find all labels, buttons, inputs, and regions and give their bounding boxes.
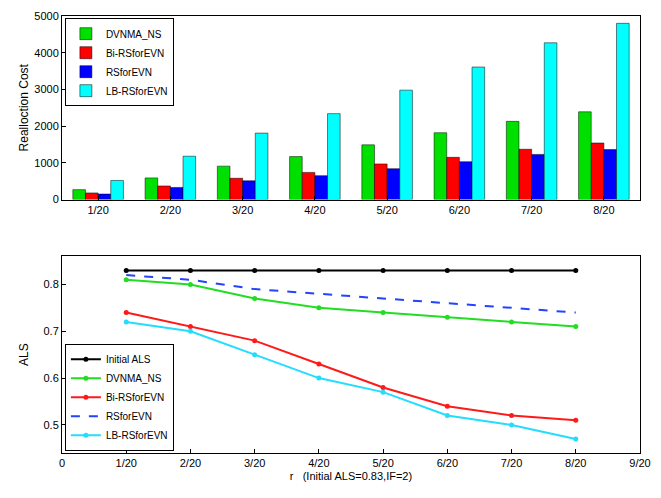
- svg-text:3/20: 3/20: [232, 204, 253, 216]
- svg-text:1/20: 1/20: [116, 457, 137, 469]
- svg-text:8/20: 8/20: [593, 204, 614, 216]
- svg-text:2000: 2000: [34, 120, 58, 132]
- svg-text:9/20: 9/20: [629, 457, 650, 469]
- svg-text:3000: 3000: [34, 83, 58, 95]
- svg-text:5000: 5000: [34, 10, 58, 22]
- svg-text:0.5: 0.5: [44, 419, 59, 431]
- svg-text:5/20: 5/20: [376, 204, 397, 216]
- svg-text:6/20: 6/20: [437, 457, 458, 469]
- svg-text:4/20: 4/20: [308, 457, 329, 469]
- svg-text:0.8: 0.8: [44, 278, 59, 290]
- svg-text:Initial ALS: Initial ALS: [106, 354, 151, 365]
- svg-text:3/20: 3/20: [244, 457, 265, 469]
- svg-text:0: 0: [59, 457, 65, 469]
- svg-text:1000: 1000: [34, 157, 58, 169]
- svg-text:6/20: 6/20: [449, 204, 470, 216]
- svg-text:RSforEVN: RSforEVN: [106, 411, 152, 422]
- svg-text:0: 0: [53, 193, 59, 205]
- svg-text:DVNMA_NS: DVNMA_NS: [106, 29, 162, 40]
- svg-text:7/20: 7/20: [501, 457, 522, 469]
- svg-text:r (Initial ALS=0.83,IF=2): r (Initial ALS=0.83,IF=2): [290, 470, 412, 482]
- svg-text:LB-RSforEVN: LB-RSforEVN: [106, 86, 168, 97]
- svg-text:2/20: 2/20: [160, 204, 181, 216]
- svg-text:0.6: 0.6: [44, 372, 59, 384]
- svg-text:Bi-RSforEVN: Bi-RSforEVN: [106, 392, 164, 403]
- svg-text:7/20: 7/20: [521, 204, 542, 216]
- svg-text:8/20: 8/20: [565, 457, 586, 469]
- svg-text:1/20: 1/20: [87, 204, 108, 216]
- svg-text:ALS: ALS: [17, 343, 31, 366]
- svg-text:RSforEVN: RSforEVN: [106, 67, 152, 78]
- svg-text:0.7: 0.7: [44, 325, 59, 337]
- svg-text:DVNMA_NS: DVNMA_NS: [106, 373, 162, 384]
- svg-text:4000: 4000: [34, 47, 58, 59]
- svg-text:Realloction Cost: Realloction Cost: [17, 63, 31, 151]
- svg-text:5/20: 5/20: [372, 457, 393, 469]
- svg-text:Bi-RSforEVN: Bi-RSforEVN: [106, 48, 164, 59]
- svg-text:4/20: 4/20: [304, 204, 325, 216]
- svg-text:2/20: 2/20: [180, 457, 201, 469]
- svg-text:LB-RSforEVN: LB-RSforEVN: [106, 430, 168, 441]
